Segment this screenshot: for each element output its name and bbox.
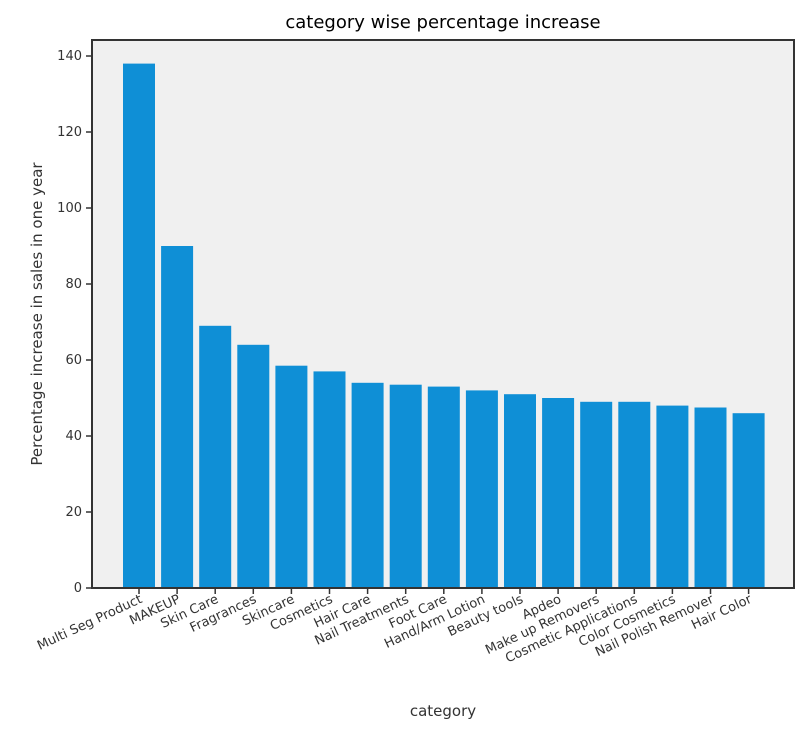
x-tick-label: Multi Seg Product (35, 592, 145, 654)
y-tick-label: 0 (74, 581, 82, 596)
bar-color-cosmetics (656, 405, 689, 588)
chart-title: category wise percentage increase (285, 12, 600, 33)
bar-foot-care (427, 386, 460, 588)
y-tick-label: 120 (57, 125, 82, 140)
y-tick-label: 60 (65, 353, 82, 368)
y-tick-label: 20 (65, 505, 82, 520)
bar-skincare (275, 365, 308, 588)
bar-beauty-tools (504, 394, 536, 588)
y-tick-label: 100 (57, 201, 82, 216)
bar-cosmetic-applications (618, 401, 651, 588)
x-axis-label: category (410, 702, 476, 720)
bar-skin-care (199, 325, 232, 588)
y-tick-label: 40 (65, 429, 82, 444)
bars-group (123, 63, 765, 589)
bar-multi-seg-product (123, 63, 155, 589)
y-tick-label: 80 (65, 277, 82, 292)
bar-makeup (161, 246, 194, 588)
bar-hand-arm-lotion (465, 390, 498, 588)
bar-hair-color (732, 413, 765, 588)
bar-apdeo (542, 398, 575, 588)
bar-fragrances (237, 344, 270, 588)
bar-nail-polish-remover (694, 407, 727, 588)
y-axis-label: Percentage increase in sales in one year (28, 162, 46, 466)
bar-cosmetics (313, 371, 346, 588)
bar-make-up-removers (580, 401, 613, 588)
plot-frame (91, 39, 795, 589)
y-tick-label: 140 (57, 49, 82, 64)
bar-hair-care (351, 382, 384, 588)
y-axis: 0 20 40 60 80 100 120 140 (57, 49, 92, 596)
bar-nail-treatments (389, 384, 422, 588)
